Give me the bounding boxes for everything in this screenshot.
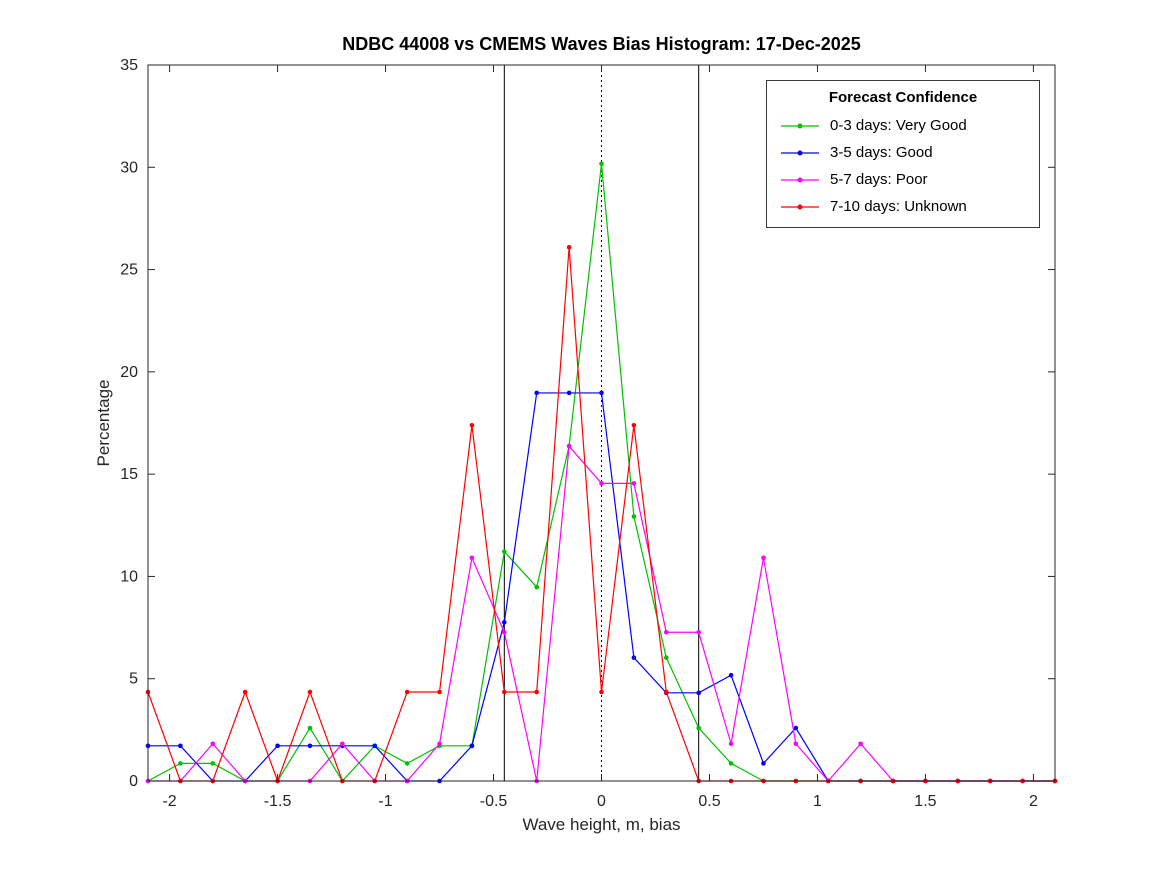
series-marker-1 — [631, 655, 637, 660]
series-marker-1 — [275, 743, 280, 749]
series-marker-2 — [793, 741, 799, 747]
series-marker-1 — [728, 672, 734, 678]
series-marker-3 — [502, 689, 507, 695]
y-tick-label: 20 — [120, 364, 138, 381]
series-marker-3 — [404, 689, 410, 695]
x-axis-label: Wave height, m, bias — [522, 815, 681, 834]
series-marker-0 — [307, 725, 313, 731]
series-marker-1 — [761, 761, 766, 766]
series-marker-2 — [728, 741, 734, 747]
series-marker-0 — [663, 655, 669, 660]
y-tick-label: 15 — [120, 466, 138, 483]
series-marker-1 — [469, 743, 475, 749]
series-marker-1 — [696, 690, 701, 696]
y-tick-label: 0 — [129, 773, 138, 790]
x-tick-label: 1 — [813, 793, 822, 810]
y-axis-label: Percentage — [94, 379, 113, 467]
series-marker-2 — [566, 444, 572, 449]
y-tick-label: 35 — [120, 57, 138, 74]
legend: Forecast Confidence 0-3 days: Very Good 3… — [766, 80, 1040, 228]
series-marker-3 — [242, 689, 248, 695]
series-marker-2 — [340, 741, 345, 747]
series-marker-3 — [599, 689, 604, 695]
series-marker-2 — [469, 555, 475, 561]
series-marker-2 — [663, 629, 669, 635]
series-marker-3 — [534, 689, 540, 695]
x-tick-label: 1.5 — [914, 793, 936, 810]
series-marker-2 — [761, 555, 766, 561]
x-tick-label: -1 — [378, 793, 392, 810]
x-tick-label: 0.5 — [698, 793, 720, 810]
legend-entry: 7-10 days: Unknown — [767, 193, 1039, 220]
x-tick-label: 2 — [1029, 793, 1038, 810]
series-marker-3 — [663, 689, 669, 695]
series-marker-1 — [793, 725, 799, 731]
legend-line-sample — [781, 123, 819, 128]
series-marker-3 — [307, 689, 313, 695]
series-marker-0 — [502, 549, 507, 554]
y-tick-label: 10 — [120, 568, 138, 585]
series-marker-0 — [210, 761, 216, 766]
y-tick-label: 25 — [120, 262, 138, 279]
legend-entry-label: 7-10 days: Unknown — [830, 198, 967, 215]
x-tick-label: -0.5 — [480, 793, 508, 810]
series-marker-0 — [696, 725, 701, 731]
y-tick-label: 30 — [120, 159, 138, 176]
series-marker-0 — [178, 761, 183, 766]
series-marker-1 — [534, 390, 540, 396]
series-marker-3 — [631, 422, 637, 428]
legend-entry: 3-5 days: Good — [767, 139, 1039, 166]
series-marker-2 — [696, 629, 701, 635]
legend-entries: 0-3 days: Very Good 3-5 days: Good 5-7 day… — [767, 112, 1039, 220]
legend-entry: 0-3 days: Very Good — [767, 112, 1039, 139]
series-marker-0 — [631, 514, 637, 519]
series-marker-1 — [599, 390, 604, 396]
series-marker-3 — [437, 689, 442, 695]
x-tick-label: -2 — [162, 793, 176, 810]
series-marker-2 — [502, 629, 507, 635]
series-marker-0 — [404, 761, 410, 766]
series-marker-1 — [178, 743, 183, 749]
x-tick-label: -1.5 — [264, 793, 292, 810]
series-marker-0 — [599, 161, 604, 167]
series-marker-1 — [307, 743, 313, 749]
series-marker-1 — [566, 390, 572, 396]
legend-entry-label: 5-7 days: Poor — [830, 171, 928, 188]
legend-line-sample — [781, 177, 819, 182]
series-marker-2 — [437, 741, 442, 747]
series-marker-2 — [599, 481, 604, 486]
series-marker-0 — [728, 761, 734, 766]
y-tick-label: 5 — [129, 671, 138, 688]
series-marker-1 — [502, 619, 507, 625]
series-marker-2 — [210, 741, 216, 747]
series-marker-3 — [469, 422, 475, 428]
series-marker-2 — [631, 481, 637, 486]
chart-title: NDBC 44008 vs CMEMS Waves Bias Histogram… — [342, 34, 861, 54]
series-marker-1 — [372, 743, 378, 749]
series-marker-0 — [534, 584, 540, 590]
legend-entry-label: 0-3 days: Very Good — [830, 117, 967, 134]
legend-line-sample — [781, 150, 819, 155]
legend-line-sample — [781, 204, 819, 209]
series-marker-3 — [566, 244, 572, 250]
series-marker-2 — [858, 741, 863, 747]
x-tick-label: 0 — [597, 793, 606, 810]
legend-title: Forecast Confidence — [828, 89, 978, 106]
legend-entry-label: 3-5 days: Good — [830, 144, 933, 161]
legend-entry: 5-7 days: Poor — [767, 166, 1039, 193]
